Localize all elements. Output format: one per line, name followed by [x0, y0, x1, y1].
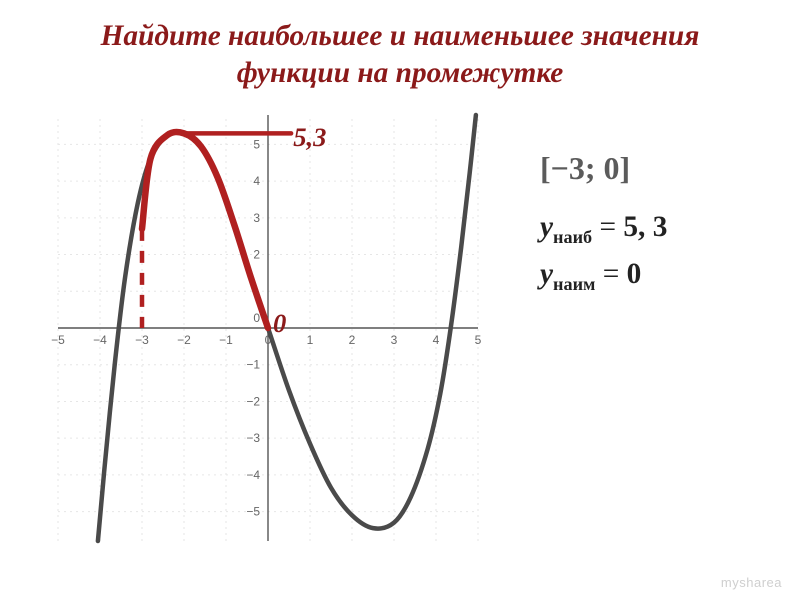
svg-text:3: 3 — [253, 211, 260, 225]
svg-text:−5: −5 — [51, 333, 65, 347]
svg-text:−5: −5 — [246, 505, 260, 519]
svg-text:2: 2 — [253, 248, 260, 262]
ymax-y: y — [540, 211, 553, 243]
svg-text:−3: −3 — [135, 333, 149, 347]
annotation-zero-value: 0 — [273, 308, 286, 339]
function-chart: −5−4−3−2−1012345−5−4−3−2−1123450 — [28, 105, 488, 565]
ymax-sub: наиб — [553, 227, 592, 247]
svg-text:−2: −2 — [246, 394, 260, 408]
svg-text:−4: −4 — [93, 333, 107, 347]
slide-root: { "title": { "line1": "Найдите наибольше… — [0, 0, 800, 600]
ymin-eq: = — [603, 258, 620, 290]
answer-min: yнаим = 0 — [540, 258, 770, 295]
svg-text:3: 3 — [391, 333, 398, 347]
svg-text:−4: −4 — [246, 468, 260, 482]
svg-text:−1: −1 — [219, 333, 233, 347]
svg-text:−2: −2 — [177, 333, 191, 347]
svg-text:2: 2 — [349, 333, 356, 347]
ymin-sub: наим — [553, 274, 595, 294]
svg-text:0: 0 — [253, 311, 260, 325]
title-line2: функции на промежутке — [237, 57, 564, 89]
svg-text:4: 4 — [433, 333, 440, 347]
answer-max: yнаиб = 5, 3 — [540, 211, 770, 248]
svg-text:4: 4 — [253, 174, 260, 188]
svg-text:5: 5 — [253, 137, 260, 151]
svg-text:−3: −3 — [246, 431, 260, 445]
watermark: mysharea — [721, 575, 782, 590]
ymin-val: 0 — [627, 258, 642, 290]
side-panel: [−3; 0] yнаиб = 5, 3 yнаим = 0 — [540, 150, 770, 295]
svg-text:5: 5 — [475, 333, 482, 347]
chart-container: −5−4−3−2−1012345−5−4−3−2−1123450 5,3 0 — [28, 105, 488, 565]
annotation-peak-value: 5,3 — [293, 122, 326, 153]
title-line1: Найдите наибольшее и наименьшее значения — [101, 20, 700, 52]
svg-text:1: 1 — [307, 333, 314, 347]
ymin-y: y — [540, 258, 553, 290]
svg-text:−1: −1 — [246, 358, 260, 372]
ymax-eq: = — [600, 211, 617, 243]
page-title: Найдите наибольшее и наименьшее значения… — [70, 18, 730, 91]
interval-text: [−3; 0] — [540, 150, 770, 187]
ymax-val: 5, 3 — [623, 211, 667, 243]
